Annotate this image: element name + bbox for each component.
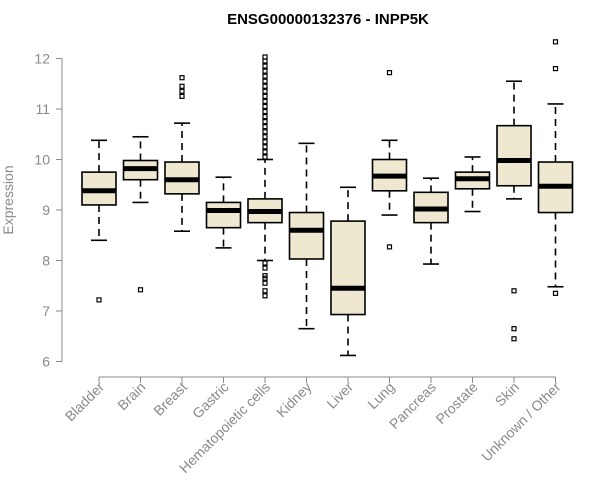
outlier-point [262, 265, 268, 271]
outlier-point [262, 54, 268, 60]
y-tick-label: 10 [34, 152, 50, 168]
outlier-point [386, 70, 393, 76]
box-bladder [81, 139, 117, 303]
outlier-point [96, 297, 102, 303]
box-gastric [205, 176, 242, 249]
outlier-point [262, 119, 268, 125]
outlier-point [262, 78, 268, 84]
outlier-point [137, 287, 144, 293]
outlier-point [511, 288, 517, 294]
box-unknown-other [537, 39, 574, 296]
iqr-box [205, 201, 242, 229]
outlier-point [262, 129, 268, 135]
outlier-point [262, 134, 268, 140]
x-tick-label: Skin [492, 379, 523, 410]
outlier-point [262, 108, 268, 115]
box-prostate [454, 156, 491, 213]
outlier-point [262, 93, 268, 99]
outlier-point [262, 260, 268, 266]
x-tick-label: Liver [323, 379, 356, 412]
x-tick-label: Lung [364, 379, 397, 412]
box-skin [496, 80, 532, 342]
y-tick-label: 12 [34, 51, 50, 67]
outlier-point [262, 144, 268, 150]
outlier-point [262, 154, 268, 160]
box-breast [164, 75, 200, 233]
x-tick-label: Bladder [62, 379, 108, 425]
box-pancreas [413, 177, 449, 265]
outlier-point [262, 149, 268, 155]
outlier-point [262, 88, 268, 94]
y-axis-label: Expression [0, 165, 16, 234]
x-tick-label: Unknown / Other [478, 379, 564, 465]
box-lung [371, 70, 408, 250]
x-tick-label: Kidney [273, 379, 315, 421]
outlier-point [262, 98, 268, 105]
outlier-point [262, 83, 268, 89]
y-tick-label: 9 [42, 202, 50, 218]
box-liver [330, 186, 366, 357]
outlier-point [262, 139, 268, 145]
y-tick-label: 11 [35, 101, 50, 117]
outlier-point [262, 68, 268, 74]
box-hematopoietic-cells [247, 54, 283, 299]
y-tick-label: 8 [42, 253, 50, 269]
outlier-point [552, 290, 559, 296]
outlier-point [262, 288, 268, 294]
iqr-box [288, 211, 325, 260]
y-tick-label: 6 [42, 354, 50, 370]
outlier-point [262, 58, 268, 64]
outlier-point [179, 88, 185, 94]
iqr-box [330, 220, 366, 316]
axes: 6 7 8 9 10 11 12 [34, 51, 556, 383]
x-tick-label: Brain [114, 379, 148, 413]
outlier-point [262, 273, 268, 279]
outlier-point [179, 83, 185, 89]
outlier-point [262, 280, 268, 286]
outlier-point [511, 336, 517, 342]
outlier-point [179, 75, 185, 81]
outlier-point [511, 326, 517, 332]
iqr-box [496, 124, 532, 187]
outlier-point [179, 93, 185, 99]
x-tick-label: Breast [150, 379, 190, 419]
outlier-point [386, 244, 393, 250]
chart-title: ENSG00000132376 - INPP5K [227, 11, 429, 28]
y-tick-label: 7 [42, 303, 50, 319]
outlier-point [552, 39, 559, 45]
box-brain [122, 135, 159, 293]
outlier-point [262, 73, 268, 79]
x-tick-label: Prostate [432, 379, 480, 427]
outlier-point [262, 63, 268, 69]
outlier-point [262, 103, 268, 110]
outlier-point [262, 124, 268, 130]
outlier-point [552, 65, 559, 72]
outlier-point [262, 293, 268, 299]
boxes-group [81, 39, 574, 357]
outlier-point [262, 113, 268, 120]
box-kidney [288, 142, 325, 330]
